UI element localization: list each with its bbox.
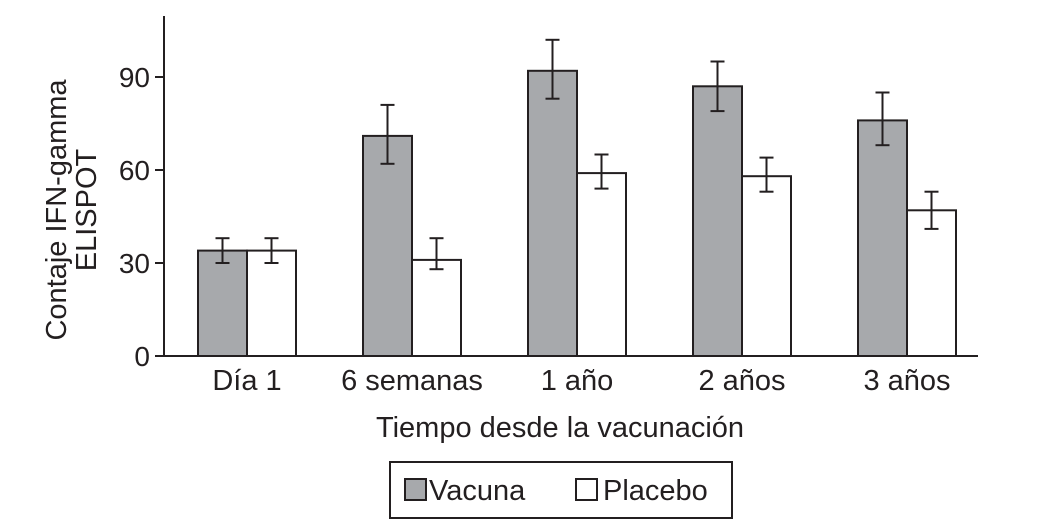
x-category-label-2-anos: 2 años (698, 365, 785, 397)
legend-label-vacuna: Vacuna (429, 475, 526, 507)
x-category-label-dia-1: Día 1 (212, 365, 281, 397)
legend: Vacuna Placebo (389, 461, 733, 519)
x-category-label-3-anos: 3 años (863, 365, 950, 397)
y-tick-label-90: 90 (119, 62, 150, 93)
y-axis-title: Contaje IFN-gamma ELISPOT (41, 79, 103, 341)
x-category-label-6-semanas: 6 semanas (341, 365, 483, 397)
bar-placebo-1-ano (576, 172, 627, 357)
bar-vacuna-3-anos (857, 119, 908, 358)
bar-vacuna-dia-1 (197, 249, 248, 358)
x-axis-title: Tiempo desde la vacunación (376, 412, 744, 444)
bar-vacuna-2-anos (692, 85, 743, 358)
bar-placebo-2-anos (741, 175, 792, 357)
x-axis-categories: Día 1 6 semanas 1 año 2 años 3 años (212, 365, 950, 397)
bars (197, 69, 957, 358)
bar-placebo-dia-1 (246, 249, 297, 358)
legend-swatch-vacuna (404, 478, 427, 501)
bar-placebo-3-anos (906, 209, 957, 357)
x-category-label-1-ano: 1 año (541, 365, 614, 397)
y-tick-label-0: 0 (134, 341, 150, 372)
y-axis-title-line-2: ELISPOT (71, 148, 103, 271)
y-axis-title-line-1: Contaje IFN-gamma (41, 79, 73, 341)
bar-vacuna-1-ano (527, 69, 578, 358)
y-tick-label-30: 30 (119, 248, 150, 279)
bar-placebo-6-semanas (411, 258, 462, 357)
error-bars (215, 38, 939, 271)
legend-label-placebo: Placebo (603, 475, 708, 507)
bar-vacuna-6-semanas (362, 134, 413, 357)
y-tick-label-60: 60 (119, 155, 150, 186)
legend-swatch-placebo (575, 478, 598, 501)
legend-frame (389, 461, 733, 519)
y-axis-ticks: 0 30 60 90 (119, 62, 164, 372)
